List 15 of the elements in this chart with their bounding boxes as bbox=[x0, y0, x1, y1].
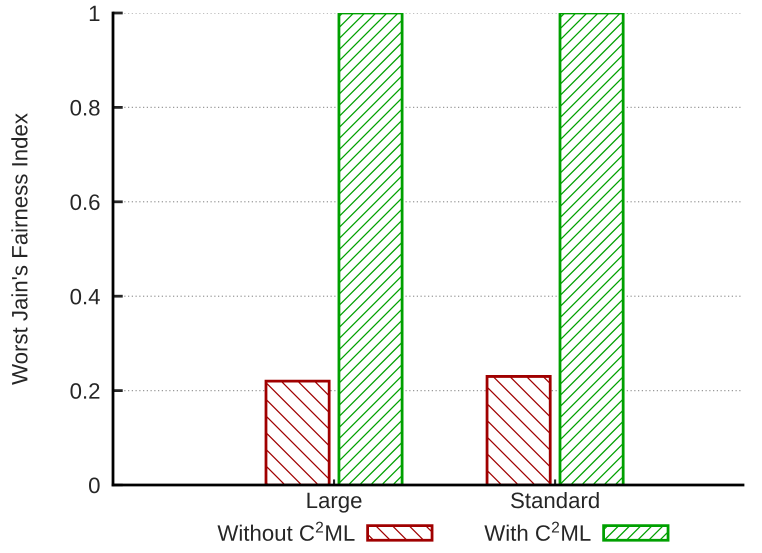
y-tick-label: 0.2 bbox=[70, 383, 100, 399]
y-tick-label: 0.4 bbox=[70, 288, 100, 304]
x-tick-label: Large bbox=[307, 492, 362, 513]
bar bbox=[338, 13, 404, 485]
y-axis-title: Worst Jain's Fairness Index bbox=[11, 113, 28, 385]
legend-label: With C$^{2}$ML bbox=[484, 522, 591, 541]
y-tick-label: 1 bbox=[90, 6, 100, 22]
bar bbox=[264, 380, 331, 485]
legend-label: Without C$^{2}$ML bbox=[217, 522, 355, 541]
y-tick-label: 0 bbox=[89, 478, 100, 494]
y-tick-label: 0.6 bbox=[70, 194, 100, 210]
y-tick-label: 0.8 bbox=[70, 100, 100, 116]
x-tick-label: Standard bbox=[511, 492, 599, 508]
bar bbox=[486, 375, 552, 485]
bar bbox=[558, 13, 625, 485]
